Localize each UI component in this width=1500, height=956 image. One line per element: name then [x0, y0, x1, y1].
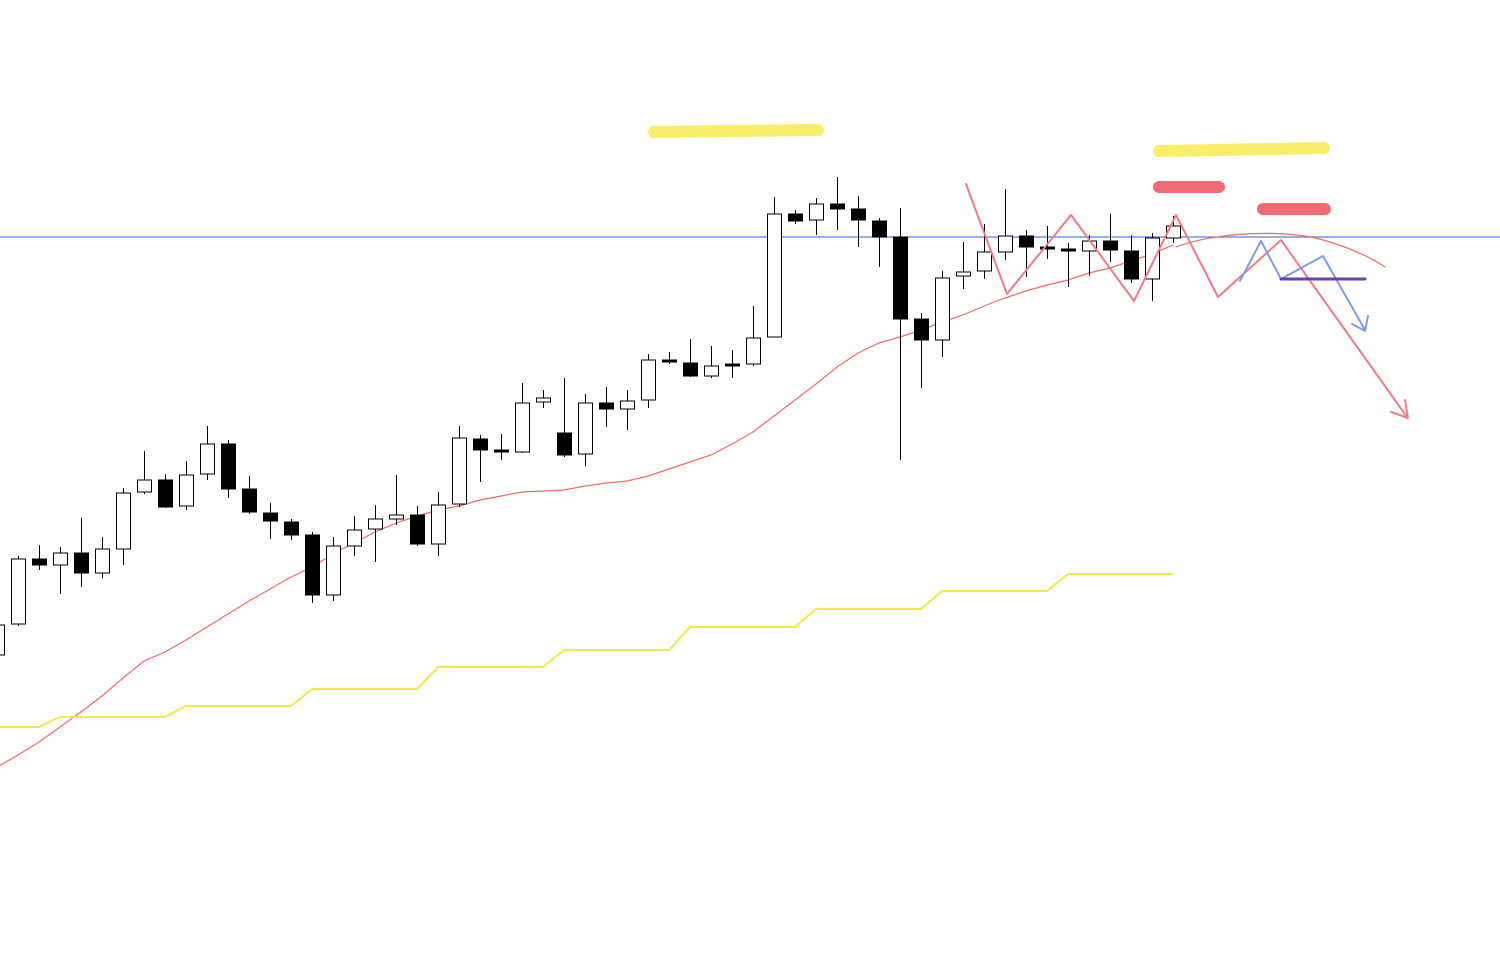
candle-body [683, 362, 698, 377]
candle-body [284, 521, 299, 536]
candle-body [305, 534, 320, 596]
candle-body [431, 504, 446, 545]
candle-body [767, 213, 782, 338]
candle-body [914, 318, 929, 341]
candle-body [851, 208, 866, 221]
candle-body [893, 236, 908, 320]
chart-marks [0, 177, 1500, 766]
candle-body [494, 449, 509, 453]
candle-body [1124, 250, 1139, 280]
candle-body [998, 235, 1013, 253]
candle-body [515, 402, 530, 453]
candle-body [242, 488, 257, 513]
candle-body [725, 363, 740, 367]
zigzag-scenario [1239, 240, 1366, 331]
candle-body [704, 365, 719, 377]
candle-body [809, 203, 824, 221]
annotations [648, 124, 1409, 419]
candle-body [830, 203, 845, 210]
overlay-line [0, 244, 1174, 766]
candle-body [410, 514, 425, 545]
overlay-line [0, 573, 1173, 728]
candle-body [788, 213, 803, 222]
candle-body [1061, 248, 1076, 252]
candle-body [599, 402, 614, 410]
candle-body [473, 438, 488, 451]
candle-body [452, 437, 467, 505]
candle-body [137, 479, 152, 493]
candle-body [221, 443, 236, 490]
candle-body [200, 443, 215, 475]
highlight-stroke [648, 124, 824, 138]
candle-body [935, 277, 950, 341]
candle-body [11, 558, 26, 625]
candle-body [1040, 246, 1055, 250]
projection-curve [1175, 232, 1386, 268]
candle-body [641, 359, 656, 401]
candle-body [536, 397, 551, 403]
candle-body [872, 220, 887, 238]
candle-body [32, 558, 47, 566]
candle-body [179, 474, 194, 507]
candle-body [1103, 240, 1118, 251]
candle-body [95, 548, 110, 574]
candle-body [116, 492, 131, 550]
candle-body [1019, 235, 1034, 248]
candle-body [347, 529, 362, 547]
candle-body [956, 271, 971, 277]
candle-body [620, 400, 635, 410]
candle-body [977, 251, 992, 272]
candle-body [0, 624, 5, 656]
candle-body [158, 479, 173, 508]
highlight-stroke [1153, 142, 1330, 157]
candle-body [368, 518, 383, 530]
candle-body [746, 337, 761, 365]
candle-body [263, 512, 278, 522]
candle-body [389, 514, 404, 520]
candle-body [662, 359, 677, 363]
candle-body [557, 432, 572, 456]
candle-body [326, 545, 341, 596]
candle-body [578, 402, 593, 455]
arrow-head [1351, 315, 1369, 332]
zigzag-scenario [965, 183, 1408, 418]
candle-body [74, 552, 89, 574]
arrow-head [1390, 399, 1409, 419]
candle-body [53, 552, 68, 566]
